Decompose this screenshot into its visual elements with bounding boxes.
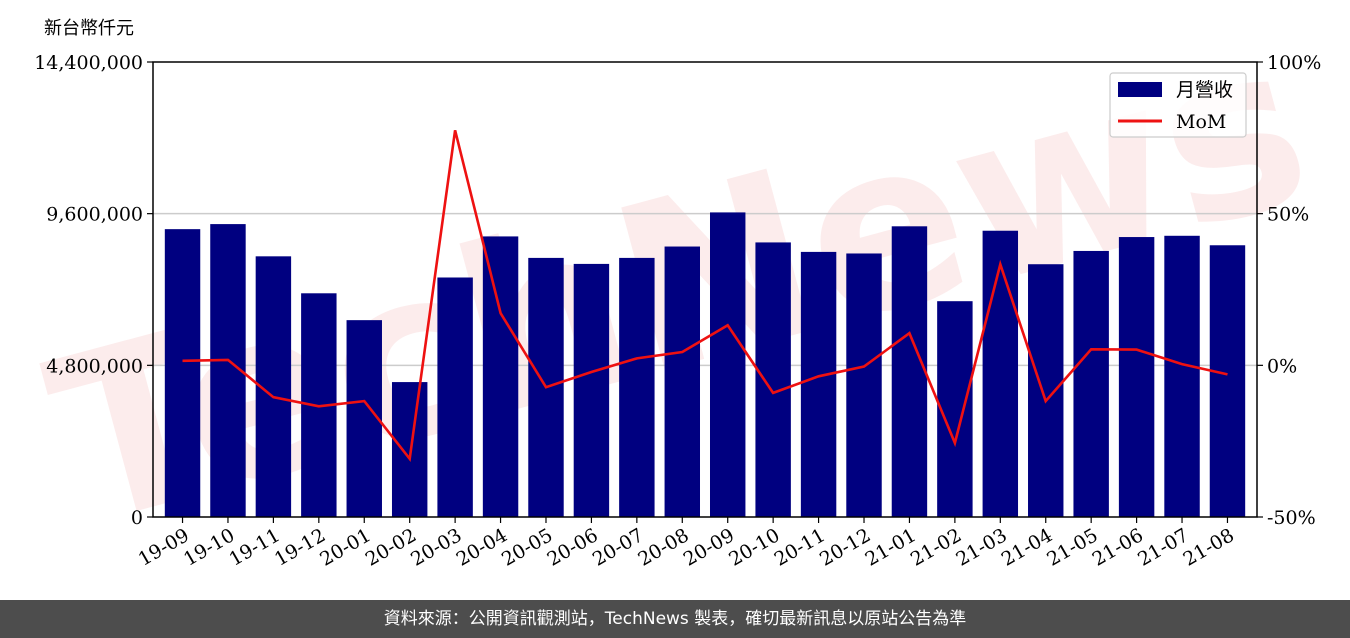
bar [1164, 235, 1200, 517]
bar [755, 242, 791, 517]
x-tick-label: 20-08 [634, 524, 692, 570]
x-tick-label: 20-03 [407, 524, 465, 570]
x-tick-label: 20-11 [771, 524, 829, 570]
x-tick-label: 21-05 [1043, 524, 1101, 570]
x-tick-label: 20-05 [498, 524, 556, 570]
x-tick-label: 21-06 [1089, 524, 1147, 570]
mom-line [182, 129, 1228, 463]
x-tick-label: 21-03 [952, 524, 1010, 570]
bar [891, 226, 928, 518]
bar [482, 236, 519, 517]
x-tick-label: 21-04 [998, 524, 1056, 570]
bar [800, 251, 837, 518]
x-tick-label: 19-12 [271, 524, 329, 570]
bar [982, 230, 1019, 517]
y-left-tick-label: 0 [131, 507, 143, 529]
source-footer: 資料來源：公開資訊觀測站，TechNews 製表，確切最新訊息以原站公告為準 [0, 600, 1350, 638]
x-tick-label: 20-09 [680, 524, 738, 570]
legend-label-revenue: 月營收 [1176, 79, 1233, 101]
x-tick-label: 20-04 [453, 524, 511, 570]
bar [1073, 250, 1109, 517]
bar [664, 246, 701, 517]
bar [846, 253, 882, 517]
x-tick-label: 21-02 [907, 524, 965, 570]
legend-label-mom: MoM [1176, 111, 1226, 133]
x-tick-label: 21-07 [1134, 524, 1192, 570]
bar [1209, 245, 1246, 517]
bar-series [164, 212, 1246, 518]
y-right-tick-label: -50% [1267, 507, 1316, 529]
x-tick-label: 20-10 [725, 524, 783, 570]
x-tick-label: 20-06 [543, 524, 601, 570]
x-tick-label: 20-01 [316, 524, 374, 570]
y-axis-unit-label: 新台幣仟元 [44, 18, 134, 39]
bar [1118, 237, 1155, 517]
bar [937, 301, 973, 517]
bar [437, 277, 473, 517]
y-right-tick-label: 50% [1267, 204, 1309, 226]
y-left-tick-label: 9,600,000 [46, 204, 143, 226]
chart: TechNews 04,800,0009,600,00014,400,000-5… [27, 0, 1333, 579]
mom-line-series [182, 129, 1228, 463]
bar [573, 263, 610, 517]
bar [1028, 264, 1064, 517]
x-tick-label: 21-01 [862, 524, 920, 570]
x-tick-label: 21-08 [1180, 524, 1238, 570]
grid-lines [153, 212, 1257, 367]
y-right-tick-label: 100% [1267, 52, 1321, 74]
bar [709, 212, 746, 517]
plot-frame [152, 61, 1258, 518]
y-right-tick-label: 0% [1267, 355, 1297, 377]
x-tick-label: 20-12 [816, 524, 874, 570]
bar [346, 320, 382, 517]
y-left-tick-label: 14,400,000 [34, 52, 143, 74]
bar [619, 257, 655, 517]
bar [164, 229, 201, 518]
x-tick-label: 20-07 [589, 524, 647, 570]
x-tick-label: 20-02 [362, 524, 420, 570]
legend: 月營收 MoM [1109, 72, 1247, 138]
legend-bar-swatch [1118, 82, 1162, 97]
y-left-tick-label: 4,800,000 [46, 355, 143, 377]
